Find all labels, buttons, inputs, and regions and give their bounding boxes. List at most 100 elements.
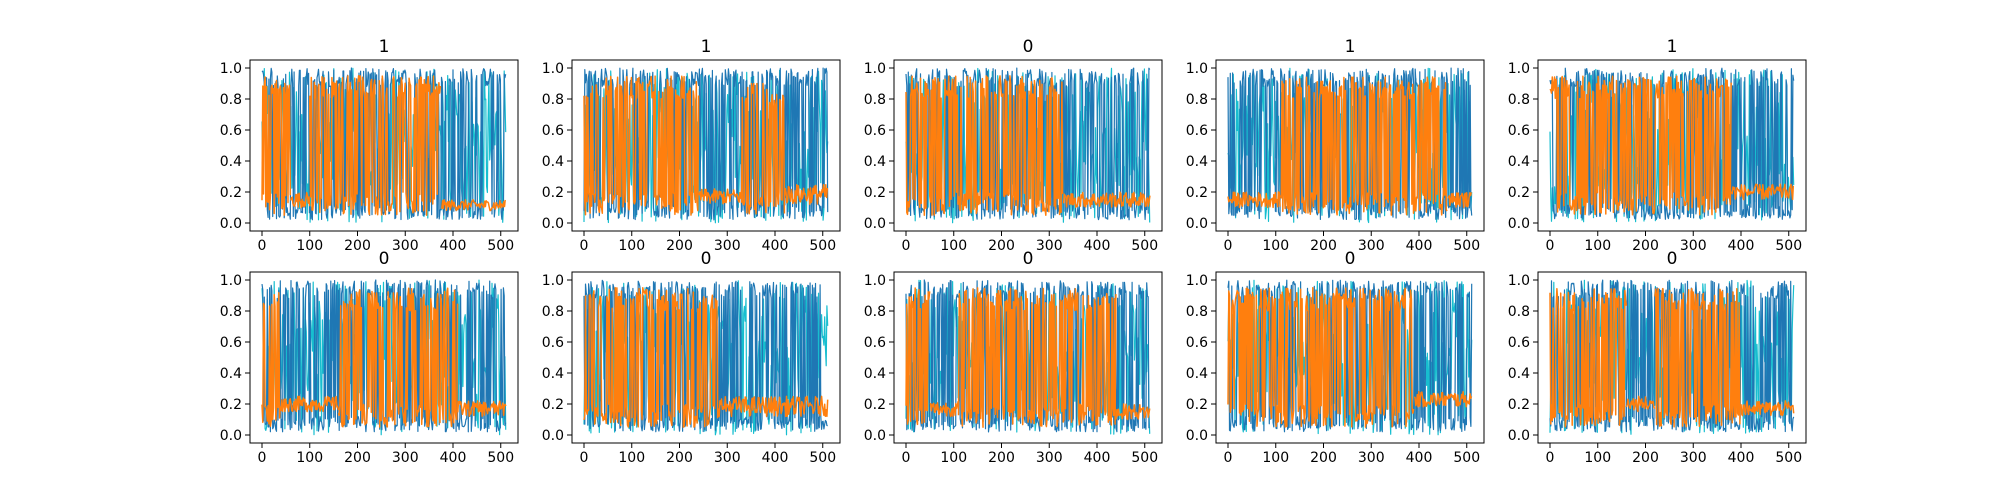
x-tick-label: 100	[618, 450, 645, 466]
x-tick-label: 500	[1453, 450, 1480, 466]
y-tick-label: 1.0	[864, 61, 886, 77]
x-tick-label: 300	[392, 238, 419, 254]
x-tick-label: 100	[940, 450, 967, 466]
axes-frame	[1215, 59, 1485, 232]
series-line-2-segment-1	[1279, 76, 1448, 216]
series-line-2-segment-2	[308, 75, 442, 216]
y-tick-label: 0.6	[1508, 335, 1530, 351]
series-line-2-segment-2	[1447, 192, 1473, 209]
x-tick-label: 500	[809, 238, 836, 254]
series-line-2-segment-0	[905, 75, 1064, 216]
series-line-1-segment-0	[1549, 67, 1795, 221]
x-tick-label: 100	[1262, 238, 1289, 254]
y-tick-label: 0.0	[864, 216, 886, 232]
y-tick-label: 0.2	[864, 397, 886, 413]
series-line-2-segment-0	[1227, 287, 1415, 428]
y-tick-label: 0.6	[1508, 123, 1530, 139]
y-tick-label: 0.8	[1508, 92, 1530, 108]
y-tick-label: 0.0	[220, 428, 242, 444]
x-tick-label: 300	[1680, 450, 1707, 466]
series-line-2-segment-3	[457, 400, 507, 417]
y-tick-label: 0.8	[220, 92, 242, 108]
series-1	[583, 67, 829, 221]
subplot-title: 0	[701, 249, 712, 269]
x-tick-label: 400	[1406, 450, 1433, 466]
x-tick-label: 300	[1036, 238, 1063, 254]
axes-frame	[571, 59, 841, 232]
x-tick-label: 0	[580, 450, 589, 466]
series-1	[261, 67, 507, 221]
subplot-title: 0	[379, 249, 390, 269]
y-tick-label: 0.2	[542, 397, 564, 413]
subplot: 0 100 200 300 400 500 0.0 0.2 0.4 0.6 0.8 1.0 1	[542, 37, 841, 254]
series-line-2-segment-1	[1730, 183, 1795, 201]
y-tick-label: 1.0	[542, 273, 564, 289]
subplot-title: 0	[1023, 37, 1034, 57]
plot-area	[1227, 67, 1473, 224]
x-tick-label: 500	[1775, 238, 1802, 254]
subplot-title: 0	[1345, 249, 1356, 269]
y-tick-label: 0.6	[864, 335, 886, 351]
plot-area	[261, 279, 507, 436]
y-tick-label: 1.0	[1508, 273, 1530, 289]
plot-area	[261, 67, 507, 223]
axes-frame	[249, 59, 519, 232]
y-tick-label: 0.0	[1508, 216, 1530, 232]
y-tick-label: 0.8	[864, 304, 886, 320]
subplot-title: 1	[1345, 37, 1356, 57]
y-tick-label: 0.4	[220, 366, 242, 382]
series-line-1-segment-0	[261, 67, 507, 221]
series-line-2-segment-0	[261, 291, 282, 427]
y-tick-label: 1.0	[1186, 61, 1208, 77]
y-tick-label: 0.8	[1508, 304, 1530, 320]
series-2	[1549, 75, 1795, 216]
y-tick-label: 0.8	[1186, 92, 1208, 108]
y-tick-label: 0.0	[542, 216, 564, 232]
series-line-2-segment-0	[905, 287, 931, 426]
series-line-2-segment-1	[929, 401, 959, 418]
y-tick-label: 0.2	[1186, 397, 1208, 413]
x-tick-label: 0	[1546, 450, 1555, 466]
series-line-2-segment-0	[1227, 191, 1281, 209]
x-tick-label: 0	[902, 450, 911, 466]
series-line-2-segment-1	[1413, 390, 1473, 408]
x-tick-label: 100	[1584, 238, 1611, 254]
axes-frame	[893, 59, 1163, 232]
x-tick-label: 200	[1632, 450, 1659, 466]
series-line-2-segment-2	[957, 287, 1117, 428]
y-tick-label: 0.4	[1186, 366, 1208, 382]
y-tick-label: 0.4	[542, 366, 564, 382]
subplot-title: 0	[1667, 249, 1678, 269]
y-tick-label: 0.6	[1186, 123, 1208, 139]
subplot: 0 100 200 300 400 500 0.0 0.2 0.4 0.6 0.8 1.0 0	[1186, 249, 1485, 466]
series-2	[583, 75, 829, 216]
series-line-1-segment-0	[583, 67, 829, 221]
subplot: 0 100 200 300 400 500 0.0 0.2 0.4 0.6 0.8 1.0 0	[864, 249, 1163, 466]
y-tick-label: 0.4	[864, 366, 886, 382]
x-tick-label: 500	[1775, 450, 1802, 466]
plot-area	[1227, 279, 1473, 436]
series-1	[1549, 67, 1795, 221]
axes-frame	[1215, 271, 1485, 444]
x-tick-label: 500	[487, 450, 514, 466]
y-tick-label: 1.0	[220, 273, 242, 289]
series-1	[905, 67, 1151, 221]
subplot-title: 1	[701, 37, 712, 57]
x-tick-label: 0	[902, 238, 911, 254]
x-tick-label: 0	[1546, 238, 1555, 254]
subplot: 0 100 200 300 400 500 0.0 0.2 0.4 0.6 0.8 1.0 1	[1508, 37, 1807, 254]
x-tick-label: 300	[1680, 238, 1707, 254]
series-line-2-segment-1	[280, 395, 340, 413]
x-tick-label: 300	[1358, 450, 1385, 466]
series-line-2-segment-0	[261, 76, 292, 216]
series-2	[261, 75, 506, 216]
series-2	[1549, 287, 1795, 428]
x-tick-label: 0	[1224, 450, 1233, 466]
y-tick-label: 0.2	[220, 185, 242, 201]
plot-area	[583, 279, 829, 436]
subplot-title: 1	[379, 37, 390, 57]
y-tick-label: 0.0	[864, 428, 886, 444]
x-tick-label: 200	[1632, 238, 1659, 254]
y-tick-label: 0.0	[1508, 428, 1530, 444]
x-tick-label: 500	[809, 450, 836, 466]
